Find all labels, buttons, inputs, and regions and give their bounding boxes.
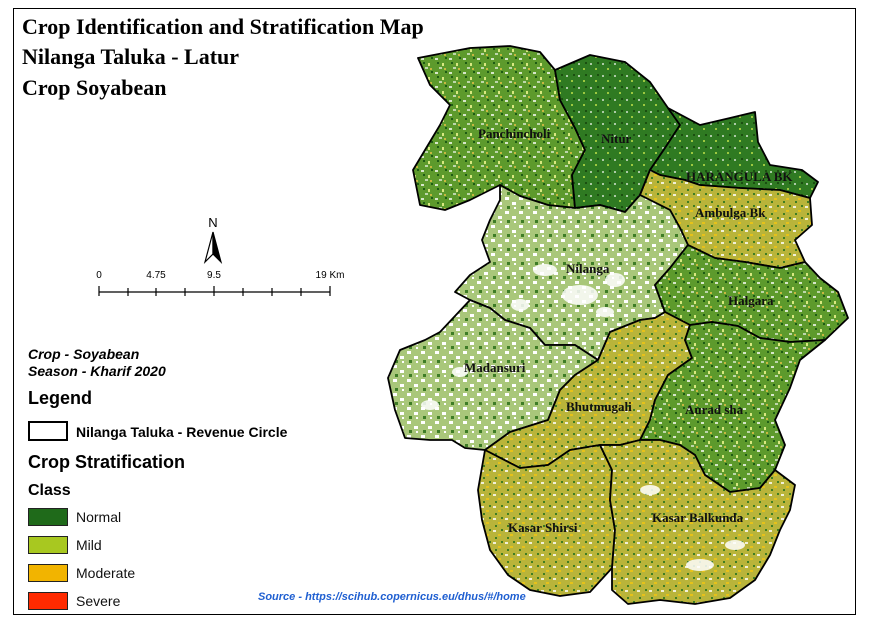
legend-label-mild: Mild bbox=[76, 537, 102, 553]
label-panchincholi: Panchincholi bbox=[478, 126, 551, 141]
legend-swatch-mild bbox=[28, 536, 68, 554]
north-label: N bbox=[208, 215, 217, 230]
crop-info: Crop - Soyabean bbox=[28, 346, 140, 362]
label-kasar-balkunda: Kasar Balkunda bbox=[652, 510, 744, 525]
region-kasar-balkunda bbox=[599, 439, 796, 605]
legend-class-title: Class bbox=[28, 482, 71, 499]
label-madansuri: Madansuri bbox=[464, 360, 526, 375]
label-kasar-shirsi: Kasar Shirsi bbox=[508, 520, 578, 535]
scale-tick-2: 9.5 bbox=[207, 270, 221, 281]
legend-stratification-title: Crop Stratification bbox=[28, 452, 186, 472]
source-text: Source - https://scihub.copernicus.eu/dh… bbox=[258, 591, 526, 603]
map-subtitle-taluka: Nilanga Taluka - Latur bbox=[22, 44, 240, 69]
north-arrow: N bbox=[198, 214, 228, 271]
label-bhutmugali: Bhutmugali bbox=[566, 399, 632, 414]
label-halgara: Halgara bbox=[728, 293, 774, 308]
scale-tick-3: 19 Km bbox=[316, 270, 345, 281]
legend-boundary-swatch bbox=[28, 421, 68, 441]
map-title: Crop Identification and Stratification M… bbox=[22, 14, 424, 39]
map-subtitle-crop: Crop Soyabean bbox=[22, 75, 167, 100]
legend-swatch-normal bbox=[28, 508, 68, 526]
legend-label-moderate: Moderate bbox=[76, 565, 136, 581]
scale-bar: 0 4.75 9.5 19 Km bbox=[90, 266, 350, 305]
map-frame bbox=[13, 8, 856, 615]
legend-swatch-moderate bbox=[28, 564, 68, 582]
legend-title: Legend bbox=[28, 388, 93, 408]
legend-swatch-severe bbox=[28, 592, 68, 610]
legend-label-normal: Normal bbox=[76, 509, 122, 525]
field-openings bbox=[421, 264, 745, 571]
label-ambulga: Ambulga Bk bbox=[695, 205, 766, 220]
legend-boundary-label: Nilanga Taluka - Revenue Circle bbox=[76, 424, 288, 440]
legend-label-severe: Severe bbox=[76, 593, 121, 609]
label-nitur: Nitur bbox=[601, 131, 632, 146]
season-info: Season - Kharif 2020 bbox=[28, 363, 166, 379]
scale-tick-0: 0 bbox=[96, 270, 102, 281]
label-harangula: HARANGULA BK bbox=[686, 169, 793, 184]
scale-tick-1: 4.75 bbox=[146, 270, 166, 281]
north-arrow-icon: N bbox=[203, 215, 223, 265]
label-nilanga: Nilanga bbox=[566, 261, 610, 276]
label-aurad: Aurad sha bbox=[685, 402, 744, 417]
